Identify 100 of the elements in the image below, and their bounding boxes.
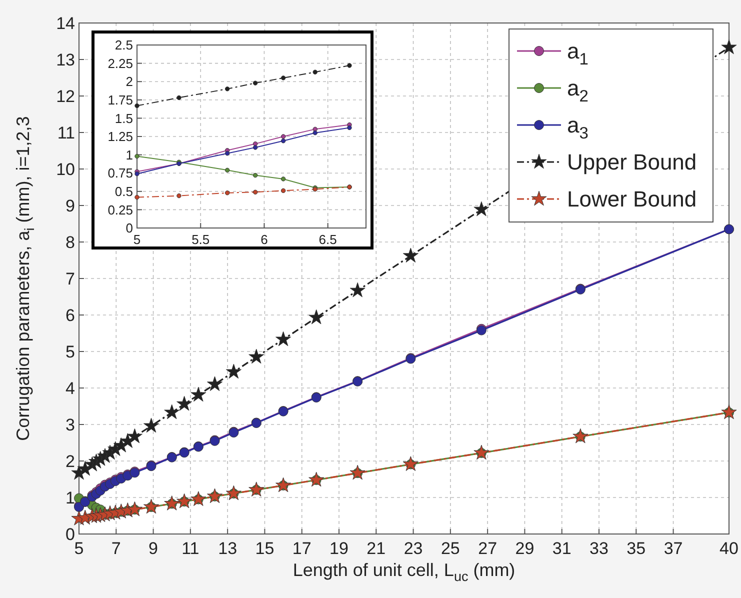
point	[280, 188, 286, 194]
y-tick-label: 11	[57, 123, 75, 142]
y-tick-label: 6	[66, 306, 75, 325]
legend-label: Upper Bound	[567, 150, 697, 175]
point	[721, 404, 737, 420]
x-tick-label: 5.5	[192, 232, 210, 247]
y-tick-label: 2	[126, 74, 133, 90]
point	[164, 496, 180, 510]
point	[143, 418, 160, 433]
point	[134, 103, 140, 108]
y-tick-label: 10	[56, 160, 75, 179]
point	[308, 309, 324, 324]
point	[126, 501, 142, 516]
point	[176, 396, 192, 411]
point	[347, 125, 352, 130]
x-tick-label: 23	[404, 539, 423, 558]
point	[176, 493, 192, 508]
x-tick-label: 27	[478, 539, 498, 558]
point	[190, 386, 206, 402]
point	[402, 248, 418, 263]
point	[280, 134, 286, 139]
point	[224, 86, 230, 92]
legend-label: a$_{2}$	[567, 76, 588, 106]
point	[350, 282, 366, 298]
y-tick-label: 5	[66, 342, 75, 362]
legend-label: Lower Bound	[567, 186, 697, 212]
y-tick-label: 1.75	[108, 92, 133, 108]
point	[252, 145, 258, 150]
point	[252, 172, 258, 178]
point	[312, 70, 318, 74]
point	[190, 491, 206, 506]
y-tick-label: 1.5	[114, 110, 133, 126]
y-tick-label: 2	[66, 452, 75, 471]
point	[134, 171, 140, 176]
x-tick-label: 19	[330, 539, 348, 558]
x-tick-label: 25	[440, 539, 460, 558]
point	[474, 201, 490, 216]
x-tick-label: 35	[626, 539, 646, 558]
x-tick-label: 6.5	[318, 232, 337, 247]
point	[226, 364, 242, 379]
y-tick-label: 1.25	[108, 129, 133, 144]
y-tick-label: 13	[56, 50, 75, 70]
point	[252, 190, 258, 194]
point	[176, 193, 182, 198]
point	[134, 154, 140, 159]
y-tick-label: 1	[66, 488, 75, 508]
point	[224, 150, 230, 156]
y-tick-label: 1	[126, 147, 133, 162]
x-tick-label: 6	[260, 232, 268, 247]
x-tick-label: 17	[292, 539, 312, 558]
point	[276, 477, 292, 492]
point	[474, 444, 490, 460]
y-tick-label: 0.25	[108, 202, 133, 218]
y-tick-label: 0	[126, 220, 133, 236]
point	[143, 498, 160, 514]
point	[280, 176, 286, 182]
point	[347, 63, 352, 68]
y-tick-label: 14	[56, 14, 75, 33]
point	[252, 80, 258, 86]
x-axis-title: Length of unit cell, L$_{uc}$ (mm)	[292, 560, 516, 584]
y-tick-label: 2.25	[108, 56, 133, 71]
y-tick-label: 3	[66, 415, 75, 434]
x-tick-label: 33	[590, 539, 608, 558]
point	[721, 39, 737, 54]
y-tick-label: 0.5	[114, 184, 133, 199]
point	[248, 348, 264, 364]
point	[134, 194, 140, 200]
y-tick-label: 8	[66, 232, 75, 252]
y-tick-label: 0.75	[108, 166, 133, 181]
point	[308, 472, 324, 487]
point	[226, 485, 242, 500]
x-tick-label: 21	[366, 539, 386, 558]
point	[572, 428, 588, 444]
point	[224, 190, 230, 196]
point	[402, 456, 418, 471]
legend-label: a$_{3}$	[567, 112, 588, 143]
point	[248, 482, 264, 496]
y-tick-label: 2.5	[114, 38, 133, 53]
point	[350, 464, 366, 480]
point	[312, 130, 318, 136]
x-tick-label: 9	[148, 539, 158, 558]
x-tick-label: 13	[218, 539, 238, 558]
x-tick-label: 29	[515, 539, 534, 558]
y-tick-label: 9	[66, 196, 75, 216]
point	[224, 168, 230, 173]
x-tick-label: 31	[552, 539, 572, 558]
legend-label: a$_{1}$	[567, 38, 588, 69]
point	[176, 95, 182, 100]
x-tick-label: 40	[720, 539, 738, 558]
point	[164, 404, 180, 420]
point	[280, 76, 286, 80]
point	[276, 331, 292, 346]
y-tick-label: 0	[66, 524, 75, 544]
y-tick-label: 4	[66, 378, 75, 398]
x-tick-label: 15	[255, 539, 274, 558]
point	[206, 488, 223, 504]
point	[206, 376, 223, 391]
x-tick-label: 37	[664, 539, 683, 558]
y-tick-label: 12	[56, 86, 75, 106]
point	[126, 428, 142, 444]
